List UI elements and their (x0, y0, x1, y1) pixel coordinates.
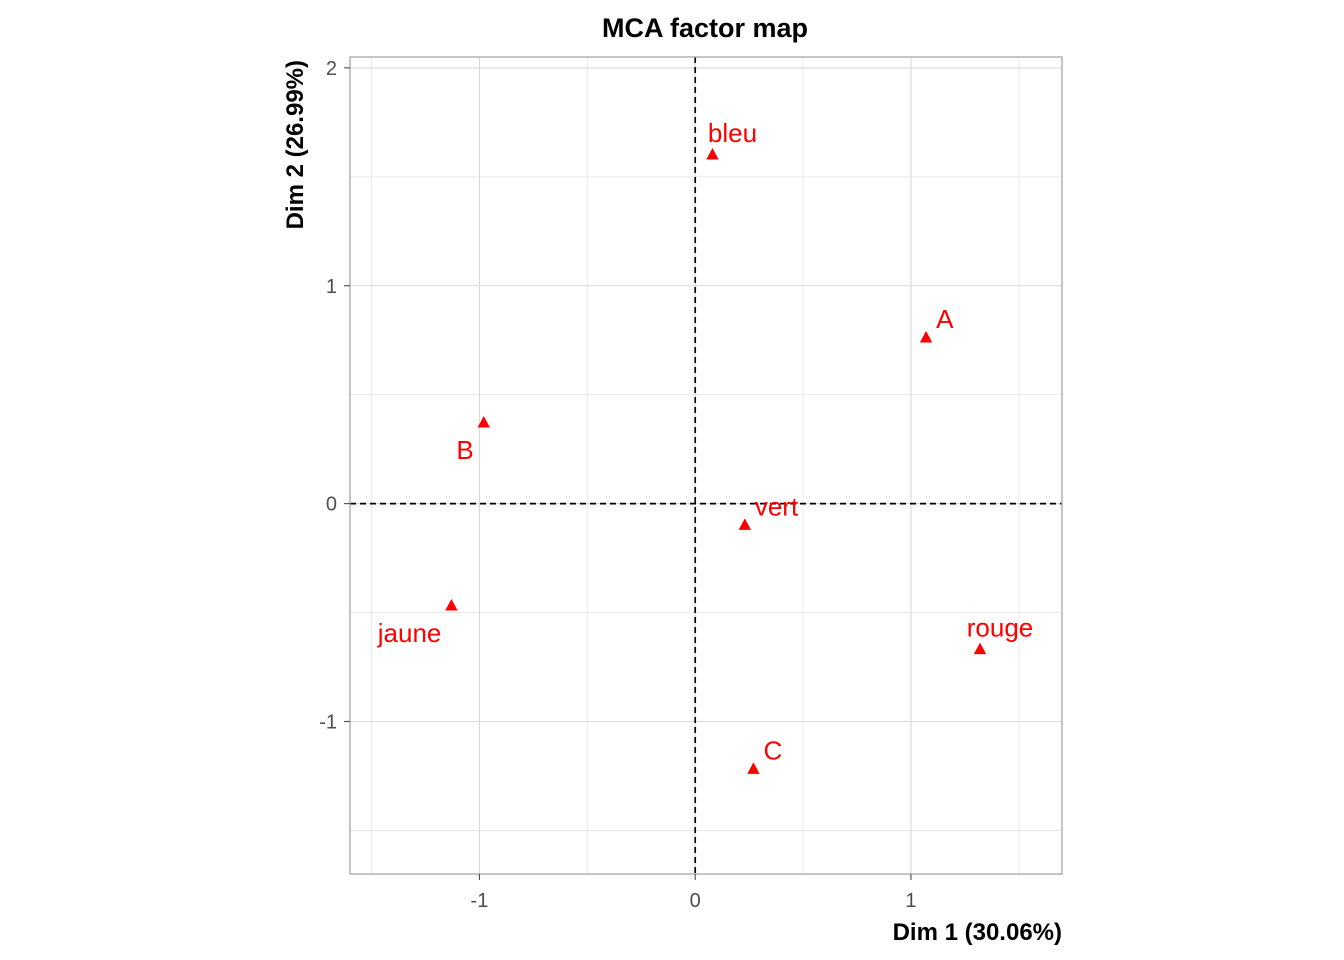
x-tick-label: 0 (690, 890, 701, 912)
x-tick-label: 1 (905, 890, 916, 912)
point-label-rouge: rouge (967, 613, 1034, 643)
x-axis-title: Dim 1 (30.06%) (893, 919, 1062, 946)
y-tick-label: 0 (326, 494, 337, 516)
point-label-jaune: jaune (377, 618, 442, 648)
point-label-bleu: bleu (708, 118, 757, 148)
plot-panel-border (349, 56, 1063, 875)
point-marker-B (477, 416, 490, 428)
point-label-C: C (763, 735, 782, 765)
point-label-B: B (456, 435, 473, 465)
point-marker-jaune (445, 599, 458, 611)
chart-title: MCA factor map (602, 13, 808, 43)
reference-lines (350, 57, 1062, 874)
x-tick-label: -1 (471, 890, 489, 912)
grid (350, 57, 1062, 874)
y-tick-label: 2 (326, 58, 337, 80)
y-tick-label: -1 (319, 711, 337, 733)
point-marker-bleu (706, 148, 719, 160)
y-tick-label: 1 (326, 276, 337, 298)
point-label-A: A (936, 304, 954, 334)
point-marker-vert (738, 518, 752, 530)
point-label-vert: vert (755, 491, 799, 521)
point-marker-rouge (973, 642, 987, 655)
y-axis-title: Dim 2 (26.99%) (282, 60, 309, 229)
point-marker-A (919, 331, 933, 343)
axis-ticks: -1 0 1 -1 0 1 2 (319, 58, 916, 912)
point-marker-C (747, 762, 760, 774)
